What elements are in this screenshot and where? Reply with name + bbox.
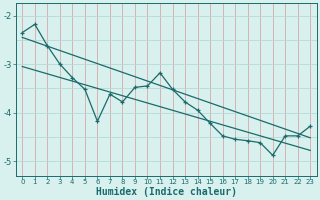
X-axis label: Humidex (Indice chaleur): Humidex (Indice chaleur) xyxy=(96,186,237,197)
